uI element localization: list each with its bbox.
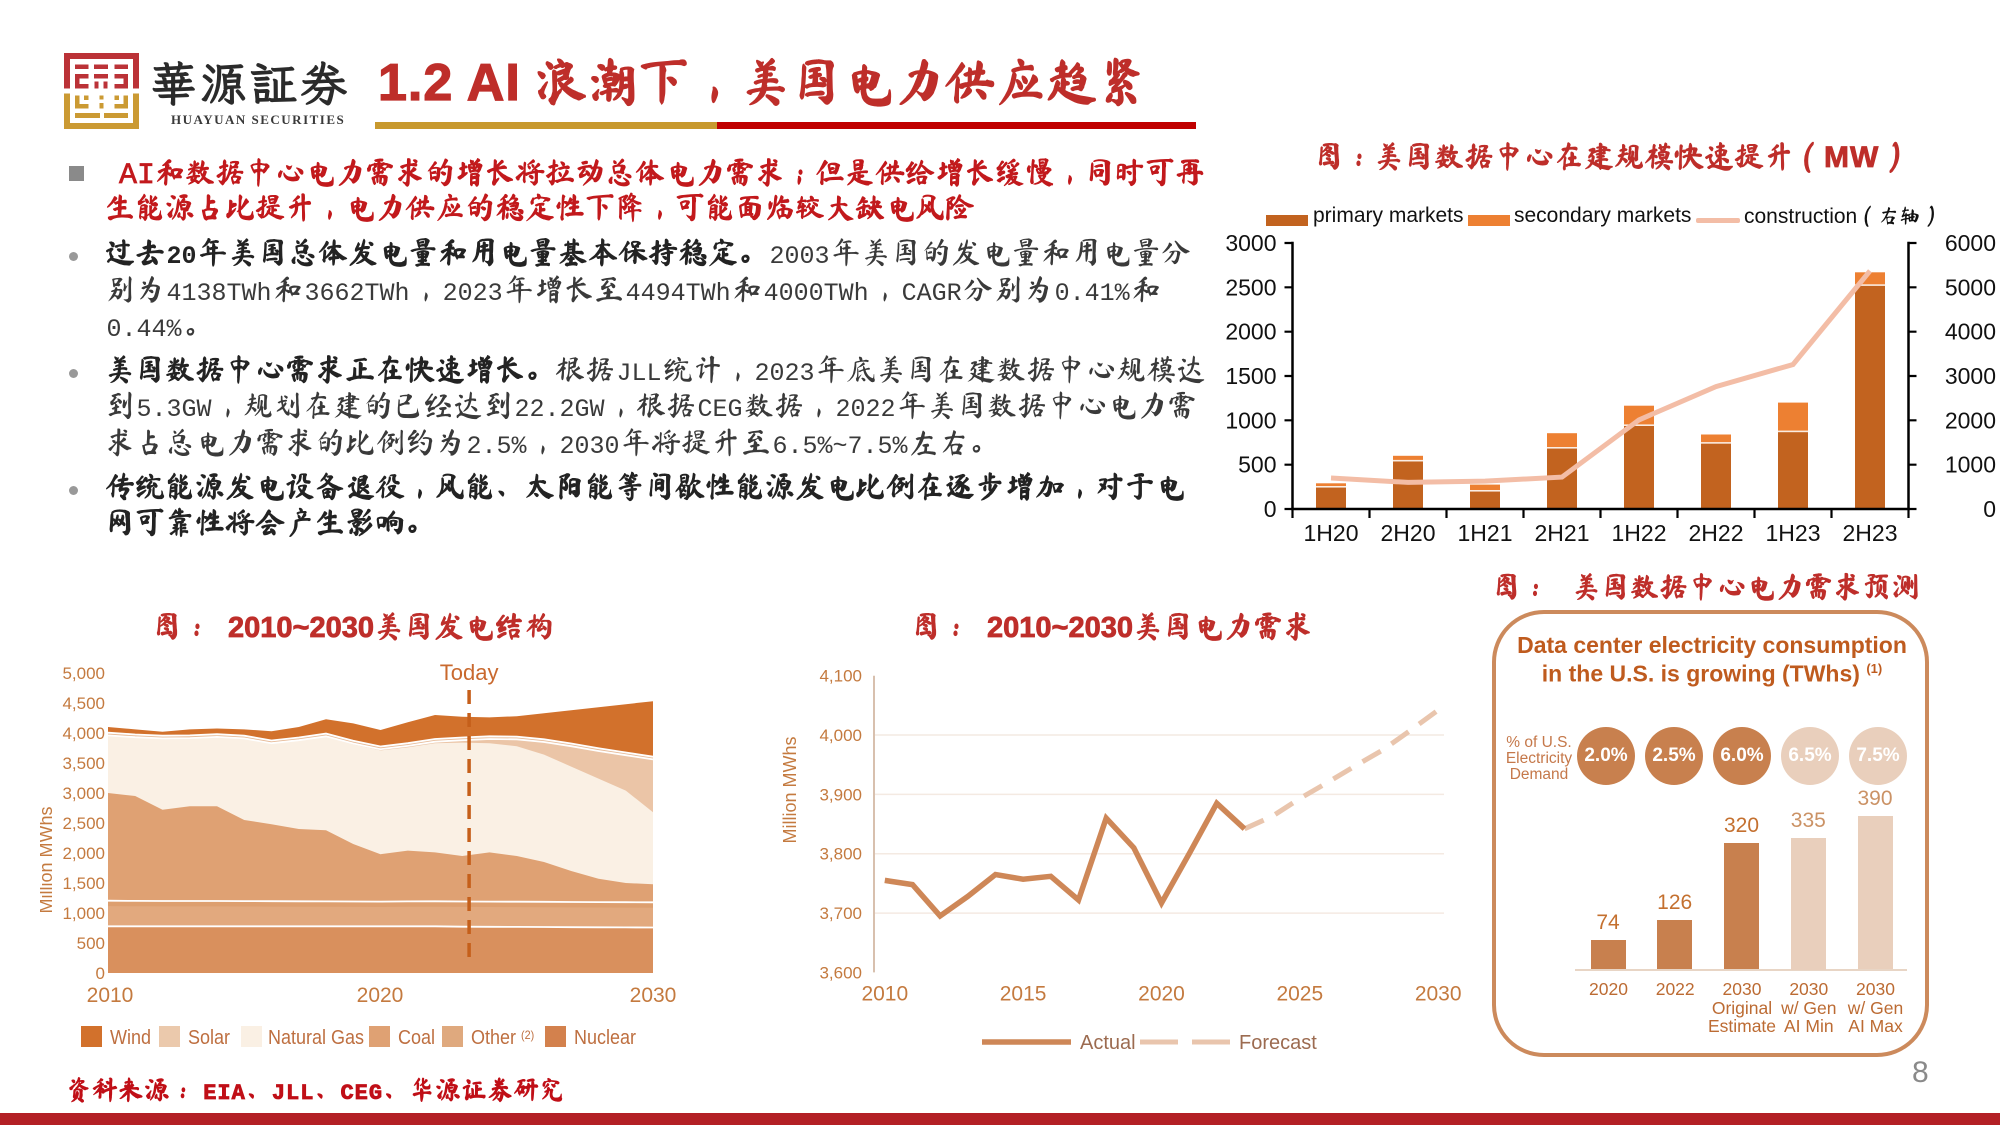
svg-text:4,000: 4,000 [819,726,862,745]
svg-text:2010: 2010 [87,984,134,1007]
svg-text:2000: 2000 [1225,319,1276,345]
svg-text:1000: 1000 [1945,452,1996,478]
svg-text:2,000: 2,000 [62,844,105,863]
svg-text:0: 0 [1264,496,1277,522]
svg-text:0: 0 [96,964,105,983]
svg-text:1,000: 1,000 [62,904,105,923]
svg-text:Today: Today [440,660,499,685]
svg-text:Million MWhs: Million MWhs [40,806,56,913]
svg-text:1H21: 1H21 [1458,520,1513,546]
svg-text:2,500: 2,500 [62,814,105,833]
svg-text:3,800: 3,800 [819,845,862,864]
svg-text:4000: 4000 [1945,319,1996,345]
svg-text:2025: 2025 [1276,982,1323,1005]
svg-text:3000: 3000 [1945,363,1996,389]
svg-text:500: 500 [1238,452,1276,478]
svg-text:3,700: 3,700 [819,904,862,923]
svg-text:1H22: 1H22 [1612,520,1667,546]
svg-text:2020: 2020 [1138,982,1185,1005]
svg-text:1,500: 1,500 [62,874,105,893]
svg-text:2H22: 2H22 [1689,520,1744,546]
svg-text:1500: 1500 [1225,363,1276,389]
svg-text:4,500: 4,500 [62,694,105,713]
svg-text:2000: 2000 [1945,407,1996,433]
svg-text:2030: 2030 [630,984,677,1007]
svg-text:2H20: 2H20 [1381,520,1436,546]
svg-text:2030: 2030 [1415,982,1462,1005]
svg-text:3,500: 3,500 [62,754,105,773]
svg-text:Actual: Actual [1080,1032,1136,1054]
svg-text:5000: 5000 [1945,274,1996,300]
svg-text:1000: 1000 [1225,407,1276,433]
svg-text:3,600: 3,600 [819,963,862,982]
svg-text:2H23: 2H23 [1843,520,1898,546]
svg-text:1H23: 1H23 [1766,520,1821,546]
svg-text:2H21: 2H21 [1535,520,1590,546]
svg-text:5,000: 5,000 [62,664,105,683]
svg-text:Forecast: Forecast [1239,1032,1317,1054]
svg-text:0: 0 [1983,496,1996,522]
svg-text:4,000: 4,000 [62,724,105,743]
svg-text:2010: 2010 [861,982,908,1005]
svg-text:6000: 6000 [1945,230,1996,256]
svg-text:500: 500 [77,934,105,953]
svg-text:3,900: 3,900 [819,785,862,804]
svg-text:1H20: 1H20 [1304,520,1359,546]
svg-text:2500: 2500 [1225,274,1276,300]
svg-text:Million MWhs: Million MWhs [780,736,800,843]
svg-text:3000: 3000 [1225,230,1276,256]
svg-text:4,100: 4,100 [819,667,862,686]
svg-text:3,000: 3,000 [62,784,105,803]
svg-text:2015: 2015 [1000,982,1047,1005]
svg-text:2020: 2020 [357,984,404,1007]
